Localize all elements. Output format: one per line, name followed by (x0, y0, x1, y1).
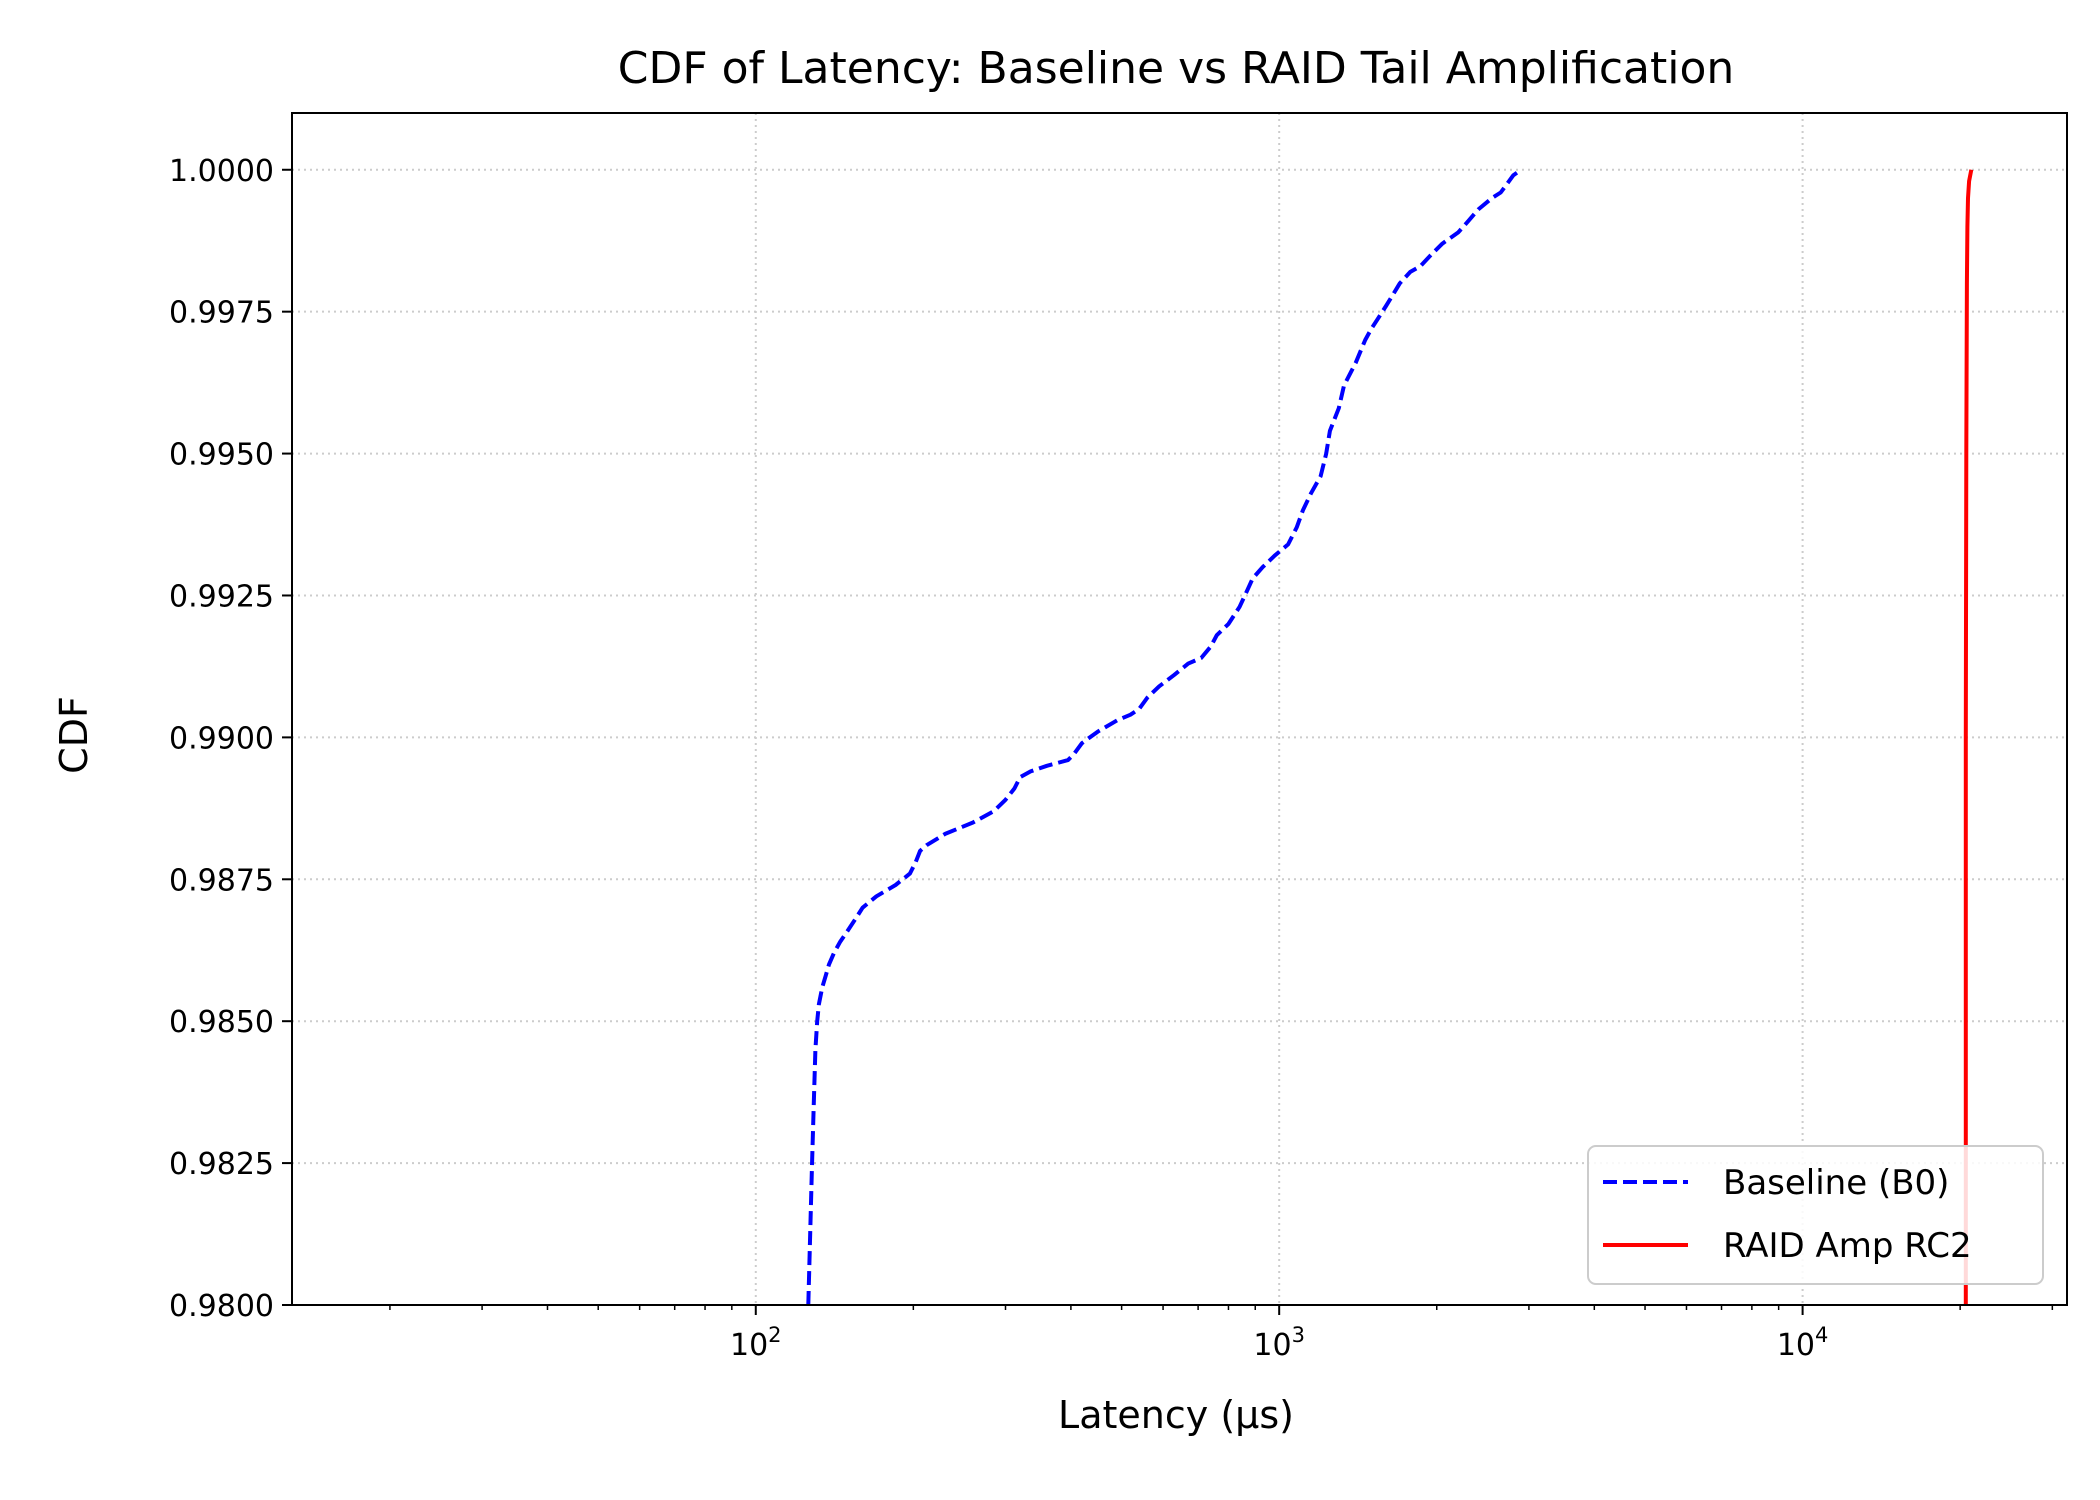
chart-title: CDF of Latency: Baseline vs RAID Tail Am… (618, 43, 1735, 94)
x-tick-exponent: 3 (1292, 1323, 1305, 1347)
x-axis-label: Latency (µs) (1058, 1393, 1294, 1437)
x-tick-base: 10 (730, 1328, 768, 1363)
y-tick-label: 0.9875 (169, 863, 274, 898)
series-line-raid (1963, 169, 1974, 1305)
x-tick-label: 104 (1777, 1323, 1829, 1363)
x-tick-exponent: 2 (768, 1323, 781, 1347)
x-tick-label: 103 (1253, 1323, 1305, 1363)
y-tick-label: 0.9925 (169, 579, 274, 614)
legend: Baseline (B0) RAID Amp RC2 (1587, 1145, 2044, 1285)
y-tick-label: 0.9900 (169, 721, 274, 756)
plot-frame (291, 112, 2068, 1306)
y-tick-label: 0.9800 (169, 1289, 274, 1324)
x-tick-base: 10 (1777, 1328, 1815, 1363)
x-tick-label: 102 (730, 1323, 782, 1363)
x-tick-exponent: 4 (1815, 1323, 1828, 1347)
y-tick-label: 0.9825 (169, 1147, 274, 1182)
legend-box (1587, 1145, 2044, 1285)
legend-label-raid: RAID Amp RC2 (1723, 1226, 1972, 1266)
y-tick-label: 0.9975 (169, 296, 274, 331)
y-tick-label: 1.0000 (169, 154, 274, 189)
y-tick-label: 0.9850 (169, 1005, 274, 1040)
x-tick-base: 10 (1253, 1328, 1291, 1363)
y-axis-label: CDF (52, 696, 96, 774)
ticks: 0.9800 0.9825 0.9850 0.9875 0.9900 0.9925 0.99… (169, 154, 2054, 1363)
series-layer (806, 168, 1974, 1306)
series-line-baseline (806, 168, 1523, 1306)
y-tick-label: 0.9950 (169, 438, 274, 473)
legend-label-baseline: Baseline (B0) (1723, 1163, 1949, 1203)
